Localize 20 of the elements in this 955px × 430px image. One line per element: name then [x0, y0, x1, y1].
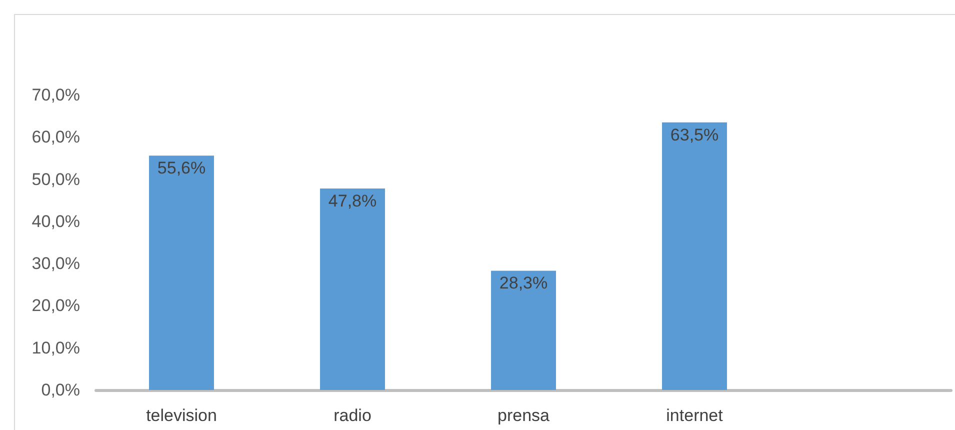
bar	[662, 122, 727, 390]
y-tick-label: 70,0%	[32, 86, 80, 104]
y-tick-label: 10,0%	[32, 338, 80, 358]
bar	[491, 270, 556, 390]
x-tick-label: television	[146, 406, 217, 425]
data-label: 63,5%	[670, 125, 719, 144]
x-tick-label: internet	[666, 406, 724, 425]
bar	[149, 156, 214, 390]
y-tick-label: 20,0%	[32, 296, 80, 316]
data-label: 47,8%	[328, 192, 377, 211]
data-label: 55,6%	[157, 158, 206, 178]
y-tick-label: 40,0%	[32, 212, 80, 231]
y-tick-label: 60,0%	[32, 128, 80, 147]
x-tick-label: radio	[334, 406, 372, 425]
bar	[320, 188, 385, 390]
y-tick-label: 0,0%	[41, 380, 80, 400]
x-tick-label: prensa	[498, 406, 550, 425]
y-tick-label: 50,0%	[32, 170, 80, 189]
y-tick-label: 30,0%	[32, 254, 80, 274]
data-label: 28,3%	[499, 274, 548, 293]
